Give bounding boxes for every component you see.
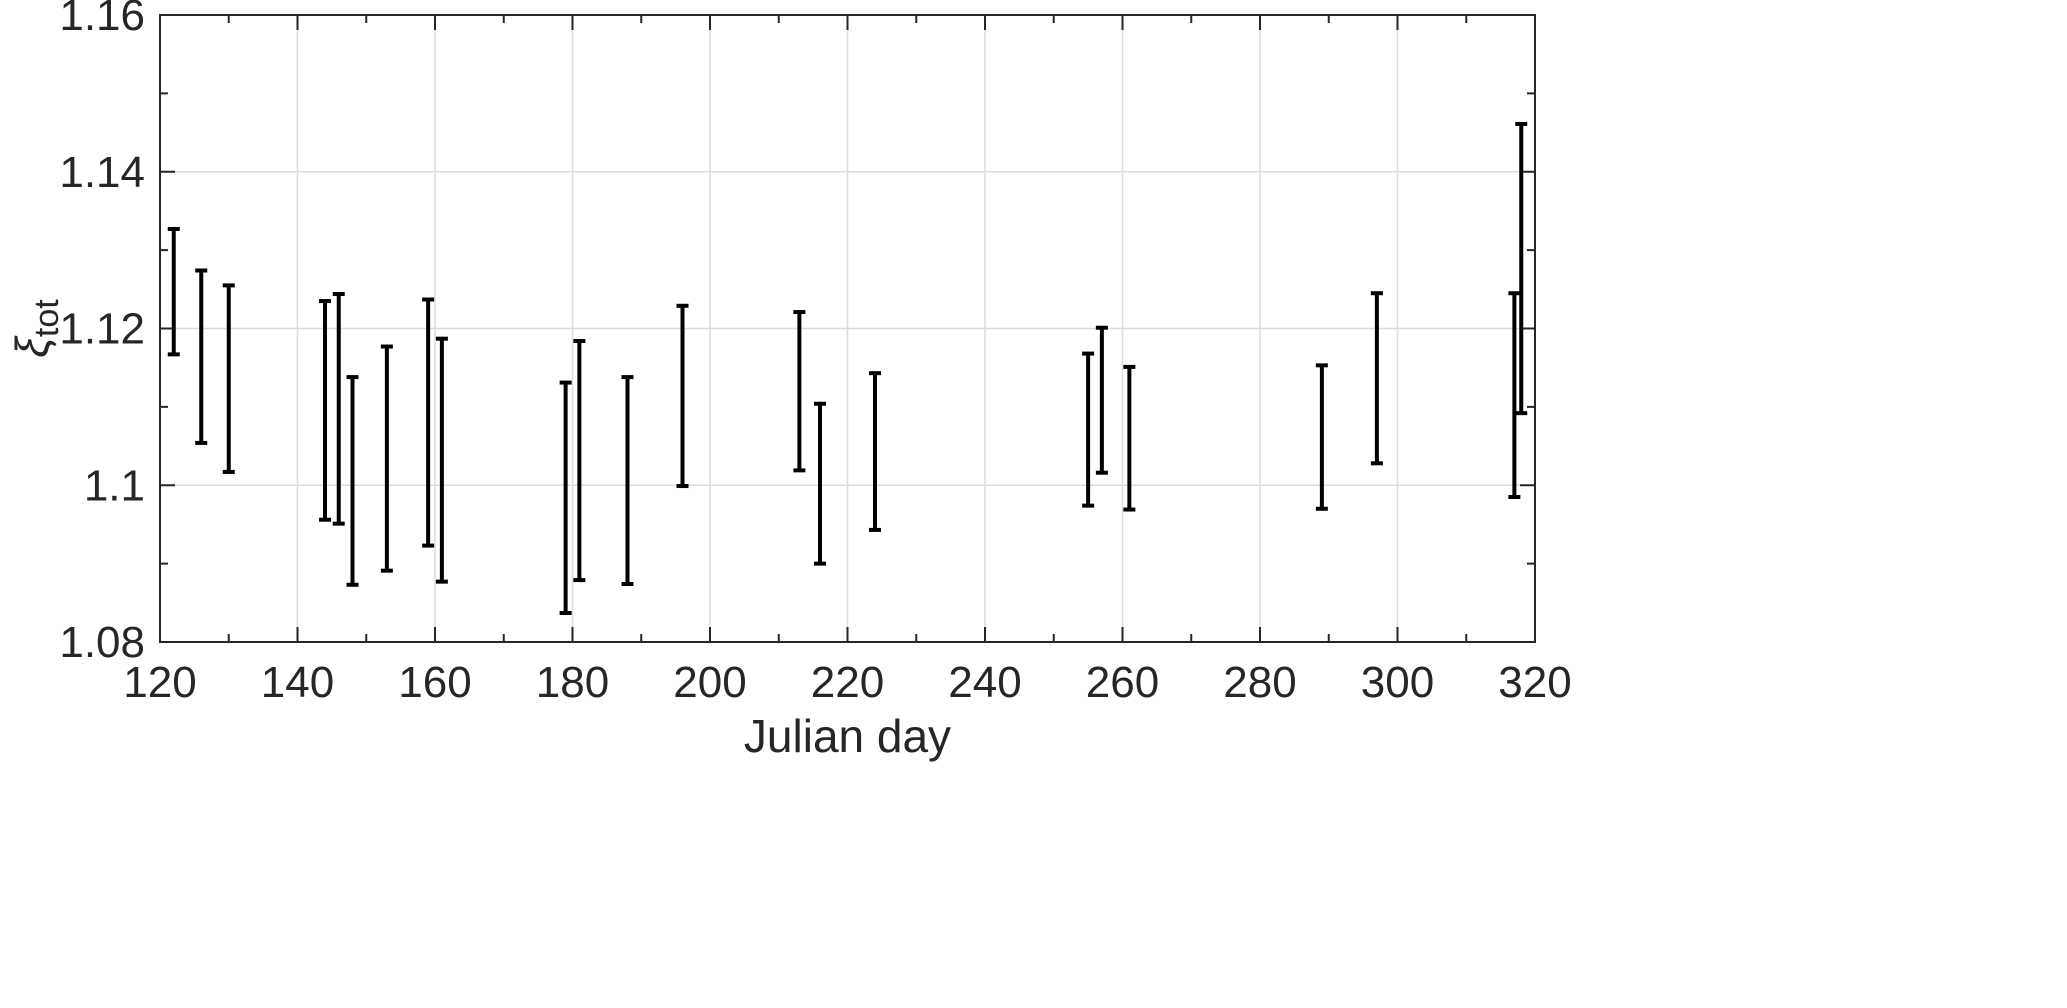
x-tick-label: 180 <box>536 658 609 707</box>
x-tick-labels: 120 140 160 180 200 220 240 260 280 300 320 <box>123 658 1571 707</box>
error-bar <box>869 371 881 532</box>
error-bar <box>222 283 235 474</box>
y-tick-label: 1.12 <box>59 305 145 354</box>
y-axis-label: ξtot <box>6 299 66 358</box>
error-bar <box>793 310 806 473</box>
x-tick-label: 280 <box>1223 658 1296 707</box>
x-tick-label: 220 <box>811 658 884 707</box>
x-tick-label: 240 <box>948 658 1021 707</box>
error-bar <box>380 344 393 573</box>
error-bar <box>319 299 331 522</box>
x-tick-label: 300 <box>1361 658 1434 707</box>
error-bar <box>1123 364 1136 512</box>
y-tick-labels: 1.08 1.1 1.12 1.14 1.16 <box>59 0 145 667</box>
x-tick-label: 160 <box>398 658 471 707</box>
y-tick-label: 1.16 <box>59 0 145 40</box>
error-bar <box>435 336 448 584</box>
y-axis-label-symbol: ξ <box>6 335 58 358</box>
error-bar <box>1082 351 1095 508</box>
x-tick-label: 200 <box>673 658 746 707</box>
error-bar <box>422 297 435 548</box>
error-bar <box>814 401 826 566</box>
x-tick-label: 120 <box>123 658 196 707</box>
y-tick-label: 1.14 <box>59 148 145 197</box>
grid-lines <box>160 15 1535 642</box>
y-tick-label: 1.08 <box>59 618 145 667</box>
x-tick-label: 320 <box>1498 658 1571 707</box>
error-bar <box>676 303 689 489</box>
y-axis-label-subscript: tot <box>28 299 66 337</box>
x-axis-label: Julian day <box>744 710 951 762</box>
error-bar <box>573 339 586 583</box>
error-bar <box>167 226 180 357</box>
x-tick-label: 260 <box>1086 658 1159 707</box>
error-bar <box>1095 325 1108 475</box>
error-bar <box>1370 291 1383 466</box>
error-bar <box>1315 363 1328 511</box>
error-bar <box>559 380 572 616</box>
y-tick-label: 1.1 <box>84 461 145 510</box>
error-bar <box>195 268 208 445</box>
error-bar <box>332 292 345 526</box>
error-bar <box>621 375 634 587</box>
error-bar <box>1508 291 1521 500</box>
x-tick-label: 140 <box>261 658 334 707</box>
error-bar <box>1515 121 1528 416</box>
error-bar <box>346 375 359 587</box>
error-bars <box>167 121 1528 616</box>
